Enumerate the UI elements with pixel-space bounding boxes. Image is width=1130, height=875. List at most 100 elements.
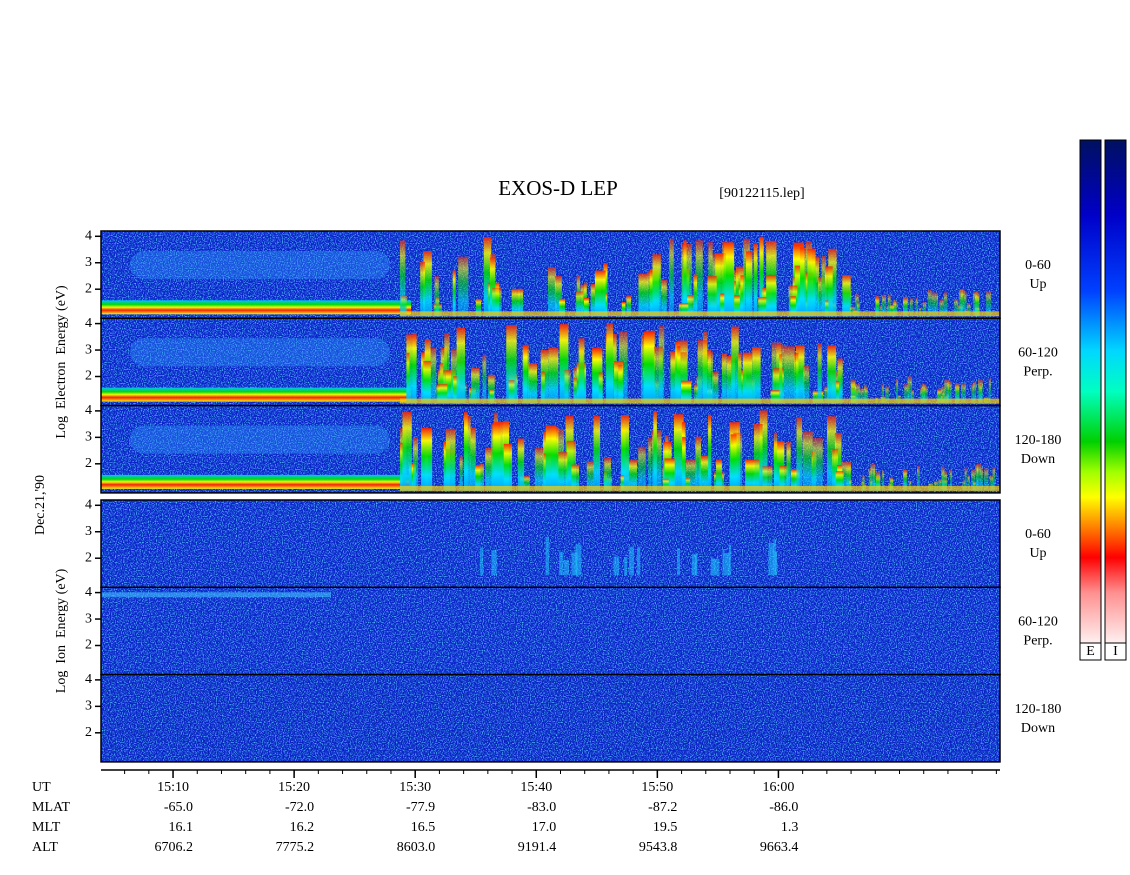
- spectrogram-streak: [548, 347, 559, 404]
- spectrogram-streak: [859, 388, 865, 404]
- panel-label: Perp.: [1023, 365, 1052, 380]
- x-tick-label: 15:40: [520, 780, 552, 795]
- spectrogram-streak: [812, 438, 823, 491]
- spectrogram-streak: [989, 475, 994, 491]
- spectrogram-streak: [842, 275, 851, 317]
- spectrogram-streak: [967, 303, 971, 317]
- table-value: 1.3: [781, 820, 799, 835]
- x-tick-label: 15:10: [157, 780, 189, 795]
- y-tick-label: 2: [85, 456, 92, 471]
- spectrogram-streak: [492, 287, 502, 317]
- spectrogram-streak: [986, 291, 991, 317]
- spectrogram-streak: [458, 256, 469, 317]
- y-tick-label: 3: [85, 255, 92, 270]
- spectrogram-dropouts: [101, 674, 1000, 762]
- table-value: 9663.4: [760, 840, 799, 855]
- table-value: -83.0: [527, 800, 556, 815]
- spectrogram-streak: [652, 346, 663, 404]
- y-axis-label: Log Ion Energy (eV): [54, 568, 69, 693]
- spectrogram-streak: [790, 469, 798, 491]
- chart-title: EXOS-D LEP: [498, 176, 618, 200]
- spectrogram-streak: [944, 379, 950, 404]
- spectrogram-streak: [827, 416, 837, 491]
- spectrogram-streak: [973, 381, 977, 404]
- spectrogram-streak: [832, 448, 839, 491]
- spectrogram-streak: [992, 467, 996, 491]
- panel-frame: [100, 673, 1001, 763]
- table-label: MLT: [32, 820, 61, 835]
- spectrogram-floor: [400, 398, 1000, 404]
- spectrogram-streak: [922, 301, 927, 317]
- colorbar-label: I: [1113, 644, 1118, 659]
- spectrogram-streak: [711, 371, 719, 404]
- spectrogram-streak: [626, 295, 632, 317]
- y-tick-label: 2: [85, 550, 92, 565]
- panel-label: 60-120: [1018, 615, 1058, 630]
- table-label: MLAT: [32, 800, 71, 815]
- spectrogram-streak: [726, 355, 735, 404]
- spectrogram-streak: [586, 461, 594, 491]
- spectrogram-streak: [850, 379, 856, 404]
- y-tick-label: 2: [85, 281, 92, 296]
- panel-label: 0-60: [1025, 527, 1051, 542]
- spectrogram-streak: [752, 347, 761, 404]
- chart-subtitle: [90122115.lep]: [719, 186, 804, 201]
- colorbar: [1079, 139, 1102, 644]
- spectrogram-streak: [400, 442, 404, 491]
- spectrogram-streak: [470, 427, 476, 491]
- spectrogram-streak: [721, 353, 727, 404]
- spectrogram-streak: [921, 383, 926, 404]
- spectrogram-streak: [436, 384, 440, 404]
- spectrogram-streak: [896, 378, 899, 404]
- spectrogram-streak: [687, 294, 695, 317]
- spectrogram-streak: [939, 300, 944, 317]
- spectrogram-streak: [824, 386, 829, 404]
- spectrogram-streak: [575, 291, 584, 317]
- spectrogram-streak: [682, 477, 691, 491]
- spectrogram-streak: [598, 372, 603, 404]
- spectrogram-streak: [664, 458, 675, 491]
- y-tick-label: 4: [85, 316, 92, 331]
- spectrogram-streak: [854, 294, 859, 317]
- y-tick-label: 4: [85, 229, 92, 244]
- spectrogram-streak: [802, 431, 813, 491]
- y-axis-label: Log Electron Energy (eV): [54, 285, 69, 439]
- spectrogram-streak: [889, 304, 894, 317]
- spectrogram-streak: [774, 432, 778, 491]
- spectrogram-streak: [881, 384, 884, 404]
- spectrogram-streak: [753, 459, 760, 491]
- spectrogram-streak: [935, 292, 939, 317]
- spectrogram-streak: [728, 544, 732, 576]
- spectrogram-streak: [648, 437, 652, 491]
- spectrogram-streak: [523, 345, 528, 404]
- table-value: 17.0: [532, 820, 557, 835]
- spectrogram-streak: [471, 367, 480, 404]
- spectrogram-streak: [938, 479, 942, 491]
- spectrogram-streak: [710, 558, 716, 576]
- spectrogram-streak: [915, 297, 918, 317]
- panel-label: Up: [1029, 277, 1046, 292]
- spectrogram-streak: [724, 552, 730, 576]
- colorbar-label: E: [1086, 644, 1095, 659]
- spectrogram-streak: [681, 243, 692, 317]
- spectrogram-streak: [794, 352, 799, 404]
- spectrogram-streak: [738, 352, 742, 404]
- spectrogram-streak: [400, 295, 407, 317]
- spectrogram-streak: [715, 253, 726, 317]
- spectrogram-streak: [545, 536, 550, 576]
- spectrogram-streak: [720, 293, 725, 317]
- spectrogram-streak: [799, 247, 806, 317]
- spectrogram-streak: [988, 378, 991, 404]
- spectrogram-streak: [541, 371, 545, 404]
- spectrogram-streak: [708, 414, 712, 491]
- spectrogram-streak: [559, 298, 565, 317]
- spectrogram-streak: [453, 376, 460, 404]
- spectrogram-band: [101, 387, 411, 402]
- spectrogram-streak: [638, 273, 649, 317]
- table-value: -86.0: [769, 800, 798, 815]
- spectrogram-streak: [680, 380, 692, 404]
- spectrogram-streak: [669, 238, 674, 317]
- spectrogram-streak: [861, 480, 865, 491]
- spectrogram-streak: [491, 423, 501, 491]
